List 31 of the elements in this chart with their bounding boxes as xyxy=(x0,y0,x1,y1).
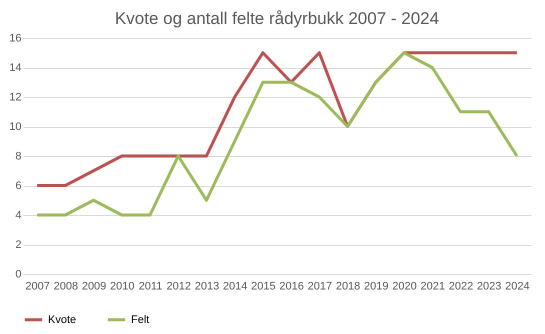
x-tick-label: 2011 xyxy=(138,280,162,292)
chart-title: Kvote og antall felte rådyrbukk 2007 - 2024 xyxy=(114,9,440,28)
line-series xyxy=(36,51,518,216)
x-tick-label: 2024 xyxy=(505,280,530,292)
x-tick-label: 2021 xyxy=(420,280,445,292)
y-tick-label: 14 xyxy=(9,62,22,74)
x-tick-label: 2007 xyxy=(25,280,50,292)
y-tick-label: 16 xyxy=(9,32,22,44)
x-tick-label: 2020 xyxy=(392,280,417,292)
x-tick-label: 2017 xyxy=(308,280,332,292)
y-tick-label: 6 xyxy=(15,180,22,192)
x-tick-label: 2022 xyxy=(448,280,474,292)
legend-label: Kvote xyxy=(48,314,76,326)
y-tick-label: 8 xyxy=(15,150,22,162)
x-tick-label: 2010 xyxy=(110,280,135,292)
x-tick-label: 2014 xyxy=(222,280,248,292)
x-tick-label: 2009 xyxy=(82,280,106,292)
x-tick-label: 2023 xyxy=(476,280,502,292)
x-tick-label: 2015 xyxy=(251,280,276,292)
y-tick-label: 12 xyxy=(9,92,22,104)
y-tick-label: 2 xyxy=(15,239,22,251)
x-tick-label: 2013 xyxy=(194,280,220,292)
x-tick-label: 2008 xyxy=(54,280,78,292)
x-tick-label: 2019 xyxy=(364,280,389,292)
x-tick-label: 2018 xyxy=(336,280,360,292)
y-tick-label: 10 xyxy=(9,121,22,133)
y-tick-label: 0 xyxy=(15,268,22,280)
x-tick-label: 2012 xyxy=(166,280,191,292)
legend-label: Felt xyxy=(131,314,150,326)
y-tick-label: 4 xyxy=(15,210,22,222)
x-tick-label: 2016 xyxy=(279,280,304,292)
